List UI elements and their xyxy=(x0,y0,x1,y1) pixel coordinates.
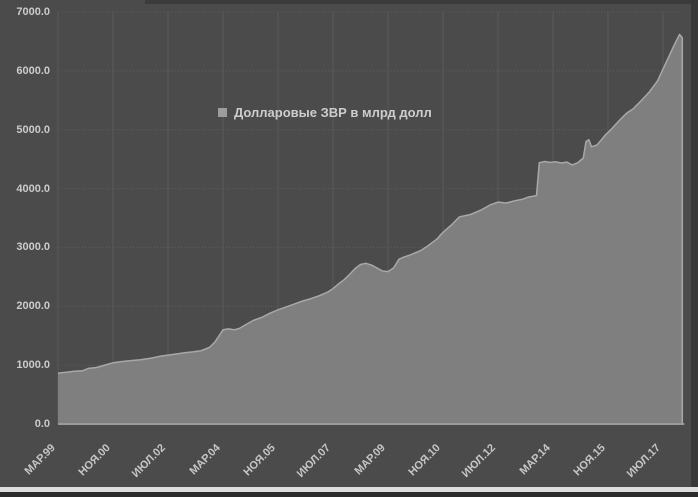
scan-border-bottom-dark xyxy=(0,492,698,497)
legend-label: Долларовые ЗВР в млрд долл xyxy=(234,105,432,120)
area-series-edge xyxy=(57,33,684,424)
scan-border-bottom-light xyxy=(0,487,698,492)
scan-border-right xyxy=(691,0,698,497)
legend-marker-icon xyxy=(218,108,227,117)
y-tick-label: 2000.0 xyxy=(16,300,50,313)
y-tick-label: 3000.0 xyxy=(16,241,50,254)
y-tick-label: 4000.0 xyxy=(16,182,50,195)
y-tick-label: 1000.0 xyxy=(16,359,50,372)
y-tick-label: 5000.0 xyxy=(16,123,50,136)
area-series-fill xyxy=(58,34,683,425)
y-tick-label: 0.0 xyxy=(34,418,50,430)
y-tick-label: 7000.0 xyxy=(16,6,50,18)
legend: Долларовые ЗВР в млрд долл xyxy=(218,105,432,120)
y-tick-label: 6000.0 xyxy=(16,64,50,77)
scan-artifact-top xyxy=(145,0,698,4)
